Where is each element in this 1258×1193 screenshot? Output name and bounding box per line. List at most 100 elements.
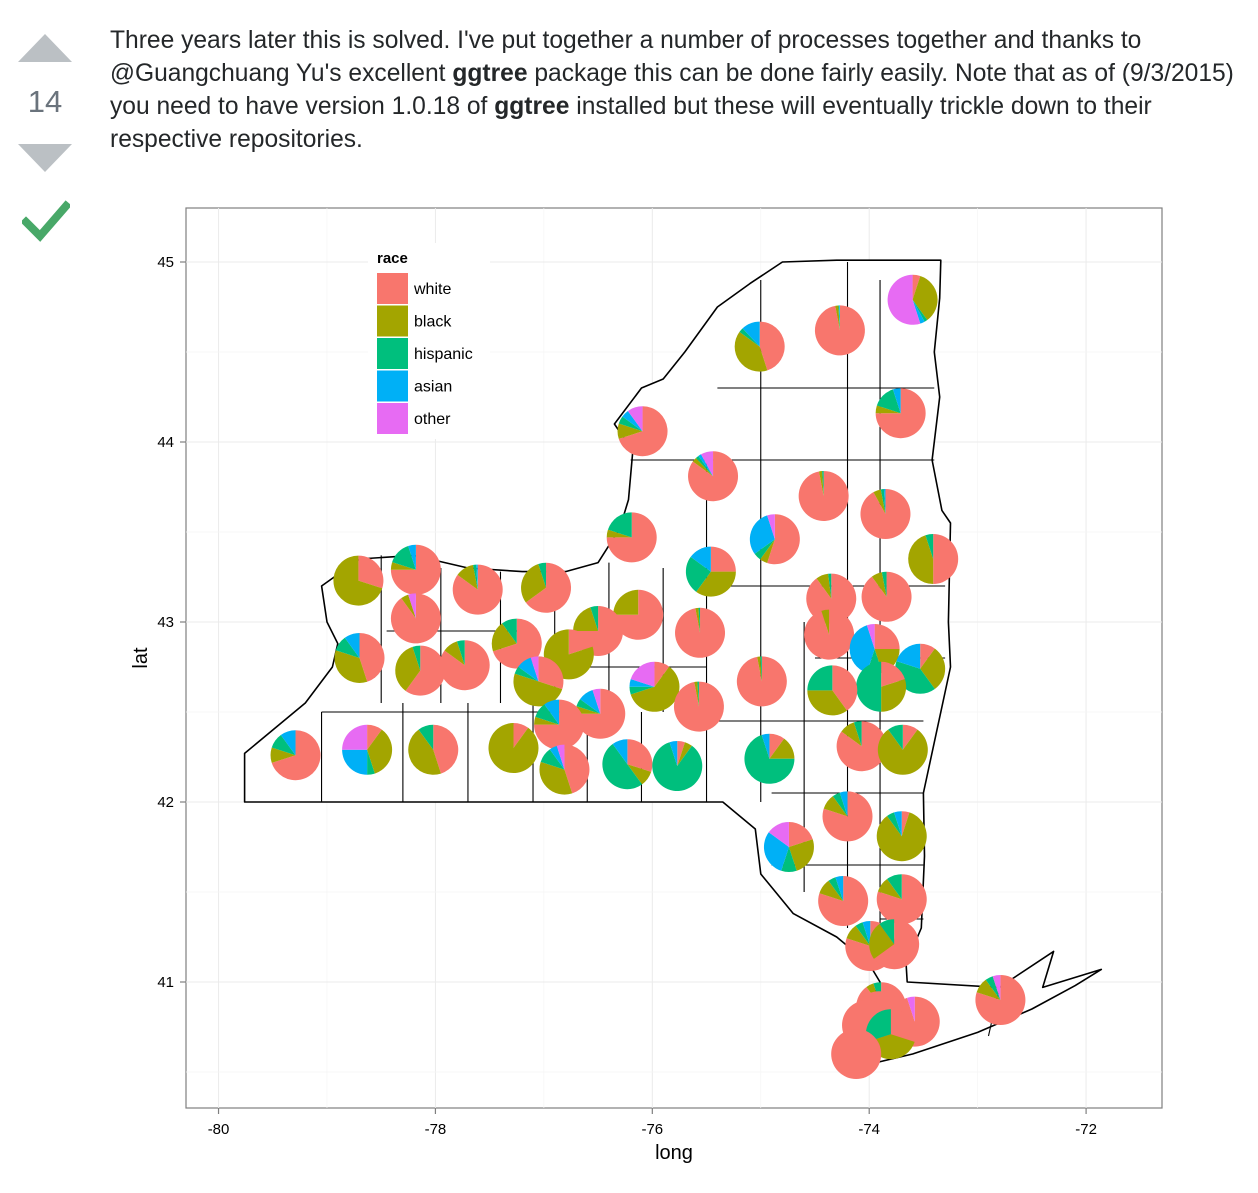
pie-slice-hispanic bbox=[865, 1009, 891, 1042]
pie-slice-asian bbox=[862, 921, 871, 946]
pie-slice-white bbox=[271, 730, 321, 781]
pie-slice-hispanic bbox=[538, 562, 547, 588]
pie-slice-asian bbox=[698, 454, 714, 477]
downvote-arrow-icon[interactable] bbox=[18, 144, 72, 172]
pie-slice-white bbox=[873, 919, 920, 970]
county-pie bbox=[491, 618, 542, 669]
pie-slice-white bbox=[975, 975, 1026, 1025]
x-axis-label: long bbox=[655, 1142, 693, 1164]
county-pie bbox=[539, 744, 590, 795]
pie-slice-asian bbox=[839, 305, 840, 331]
pie-slice-hispanic bbox=[602, 743, 643, 790]
pie-slice-black bbox=[823, 796, 848, 817]
upvote-arrow-icon[interactable] bbox=[18, 34, 72, 62]
pie-slice-other bbox=[592, 688, 601, 714]
pie-slice-hispanic bbox=[879, 919, 895, 945]
pie-slice-white bbox=[901, 811, 910, 837]
county-pie bbox=[334, 633, 385, 683]
county-pie bbox=[395, 645, 446, 696]
pie-slice-hispanic bbox=[985, 976, 1001, 1000]
pie-slice-black bbox=[575, 706, 601, 714]
pie-slice-black bbox=[760, 539, 775, 563]
pie-slice-other bbox=[627, 406, 643, 432]
legend-label-black: black bbox=[414, 314, 452, 331]
pie-slice-hispanic bbox=[618, 416, 643, 432]
county-pie bbox=[804, 609, 855, 660]
pie-slice-white bbox=[876, 874, 927, 925]
pie-slice-white bbox=[677, 740, 685, 766]
pie-slice-asian bbox=[849, 625, 875, 673]
pie-slice-black bbox=[807, 690, 848, 716]
pie-slice-black bbox=[491, 623, 517, 652]
pie-slice-hispanic bbox=[855, 922, 871, 946]
pie-slice-black bbox=[270, 747, 296, 763]
pie-slice-hispanic bbox=[887, 812, 902, 837]
pie-slice-hispanic bbox=[754, 539, 775, 560]
pie-slice-white bbox=[836, 721, 887, 772]
county-pie bbox=[602, 739, 653, 790]
pie-slice-hispanic bbox=[807, 665, 833, 691]
county-pie bbox=[675, 607, 726, 658]
pie-slice-other bbox=[630, 661, 655, 687]
pie-slice-white bbox=[902, 724, 918, 750]
pie-slice-asian bbox=[629, 679, 655, 687]
county-pie bbox=[806, 573, 857, 624]
legend-key-other bbox=[377, 403, 408, 434]
pie-slice-white bbox=[920, 643, 935, 669]
pie-slice-other bbox=[907, 996, 915, 1022]
county-pie bbox=[831, 1029, 882, 1079]
pie-slice-asian bbox=[835, 876, 844, 901]
pie-slice-white bbox=[538, 656, 564, 690]
county-pie bbox=[613, 589, 664, 640]
pie-slice-white bbox=[675, 607, 726, 658]
pie-slice-hispanic bbox=[514, 666, 539, 682]
x-tick-label: -76 bbox=[641, 1121, 663, 1138]
county-pie bbox=[818, 876, 869, 926]
pie-slice-white bbox=[613, 589, 664, 640]
pie-slice-white bbox=[564, 744, 590, 794]
legend-title: race bbox=[377, 250, 408, 267]
legend-key-black bbox=[377, 305, 408, 337]
pie-slice-black bbox=[876, 812, 927, 862]
y-tick-label: 42 bbox=[157, 794, 174, 811]
pie-slice-hispanic bbox=[540, 749, 565, 770]
pie-slice-hispanic bbox=[418, 724, 434, 750]
county-pie bbox=[513, 656, 564, 707]
pie-slice-hispanic bbox=[576, 699, 601, 714]
pie-slice-asian bbox=[894, 811, 902, 837]
county-pie bbox=[488, 723, 539, 773]
county-pie bbox=[652, 740, 703, 792]
county-pie bbox=[688, 451, 739, 502]
pie-slice-hispanic bbox=[590, 606, 599, 631]
pie-slice-white bbox=[933, 534, 959, 584]
pie-slice-asian bbox=[896, 643, 921, 669]
county-pie bbox=[807, 665, 858, 716]
pie-slice-other bbox=[556, 744, 565, 770]
accepted-checkmark-icon bbox=[22, 200, 70, 242]
pie-slice-hispanic bbox=[335, 637, 360, 658]
pie-slice-white bbox=[627, 739, 653, 772]
pie-slice-white bbox=[806, 573, 857, 624]
pie-slice-black bbox=[821, 609, 830, 635]
pie-slice-white bbox=[433, 724, 459, 774]
pie-slice-white bbox=[525, 562, 572, 613]
county-pie bbox=[822, 791, 873, 842]
pie-slice-hispanic bbox=[838, 305, 840, 331]
pie-slice-asian bbox=[612, 739, 628, 765]
pie-slice-asian bbox=[622, 410, 643, 432]
pie-slice-hispanic bbox=[473, 564, 478, 590]
pie-slice-hispanic bbox=[876, 389, 901, 414]
pie-slice-hispanic bbox=[828, 573, 832, 599]
pie-slice-hispanic bbox=[271, 734, 296, 756]
county-pie bbox=[877, 724, 928, 775]
pie-slice-white bbox=[688, 451, 739, 502]
county-pie bbox=[439, 640, 490, 691]
pie-slice-asian bbox=[763, 832, 789, 871]
pie-slice-hispanic bbox=[832, 792, 848, 817]
county-pie bbox=[887, 274, 938, 325]
pie-slice-black bbox=[444, 641, 465, 666]
county-pie bbox=[617, 406, 668, 457]
pie-slice-black bbox=[573, 607, 599, 631]
legend-label-white: white bbox=[413, 281, 451, 298]
pie-slice-white bbox=[359, 633, 385, 682]
